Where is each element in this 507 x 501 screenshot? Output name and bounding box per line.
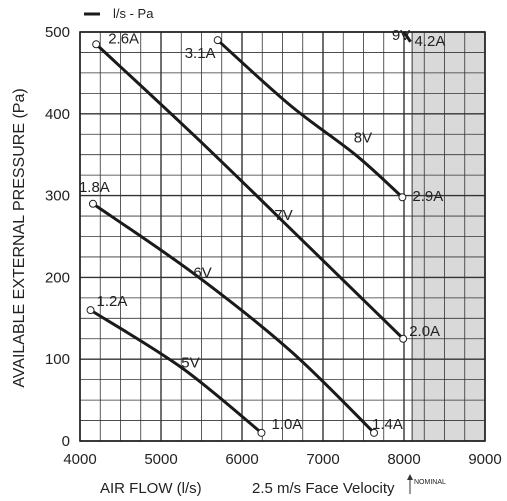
series-end-current-label: 1.4A xyxy=(372,416,403,433)
nominal-arrowhead xyxy=(407,474,413,480)
series-point-end xyxy=(398,193,407,202)
x-axis-note: 2.5 m/s Face Velocity xyxy=(252,480,395,497)
y-tick-label: 200 xyxy=(45,269,70,286)
y-tick-label: 500 xyxy=(45,24,70,41)
series-line-7V xyxy=(95,43,405,340)
x-tick-label: 8000 xyxy=(387,451,420,468)
x-tick-label: 7000 xyxy=(306,451,339,468)
x-axis-label: AIR FLOW (l/s) xyxy=(100,480,202,497)
series-end-current-label: 2.0A xyxy=(409,323,440,340)
series-start-current-label: 1.2A xyxy=(97,293,128,310)
plot-frame xyxy=(79,31,486,442)
series-end-current-label: 4.2A xyxy=(414,33,445,50)
series-start-current-label: 3.1A xyxy=(185,45,216,62)
legend-label: l/s - Pa xyxy=(113,6,154,21)
series-point-start xyxy=(88,199,97,208)
series-point-start xyxy=(86,306,95,315)
nominal-label: NOMINAL xyxy=(414,479,446,486)
series-voltage-label: 8V xyxy=(354,129,372,146)
labels-group: 4000 5000 6000 7000 8000 9000 0 100 200 300 400 500… xyxy=(45,24,502,468)
y-tick-label: 100 xyxy=(45,351,70,368)
series-point-end xyxy=(370,428,379,437)
series-start-current-label: 1.8A xyxy=(79,179,110,196)
series-point-start xyxy=(213,36,222,45)
series-voltage-label: 6V xyxy=(193,264,211,281)
x-tick-label: 4000 xyxy=(63,451,96,468)
series-voltage-label: 9V xyxy=(392,27,410,44)
series-group xyxy=(86,31,412,437)
series-end-current-label: 2.9A xyxy=(412,188,443,205)
x-tick-label: 9000 xyxy=(468,451,501,468)
y-tick-label: 0 xyxy=(62,433,70,450)
x-tick-label: 6000 xyxy=(225,451,258,468)
series-end-current-label: 1.0A xyxy=(271,416,302,433)
y-tick-label: 300 xyxy=(45,188,70,205)
y-tick-label: 400 xyxy=(45,106,70,123)
series-voltage-label: 7V xyxy=(274,207,292,224)
series-line-9V xyxy=(402,31,412,43)
series-line-5V xyxy=(89,308,263,434)
series-voltage-label: 5V xyxy=(181,354,199,371)
x-tick-label: 5000 xyxy=(144,451,177,468)
series-start-current-label: 2.6A xyxy=(108,30,139,47)
series-line-8V xyxy=(216,39,404,199)
series-point-end xyxy=(399,334,408,343)
series-line-6V xyxy=(92,202,376,434)
grid xyxy=(79,31,486,442)
series-point-end xyxy=(257,428,266,437)
y-axis-label: AVAILABLE EXTERNAL PRESSURE (Pa) xyxy=(11,88,28,387)
series-point-start xyxy=(92,40,101,49)
